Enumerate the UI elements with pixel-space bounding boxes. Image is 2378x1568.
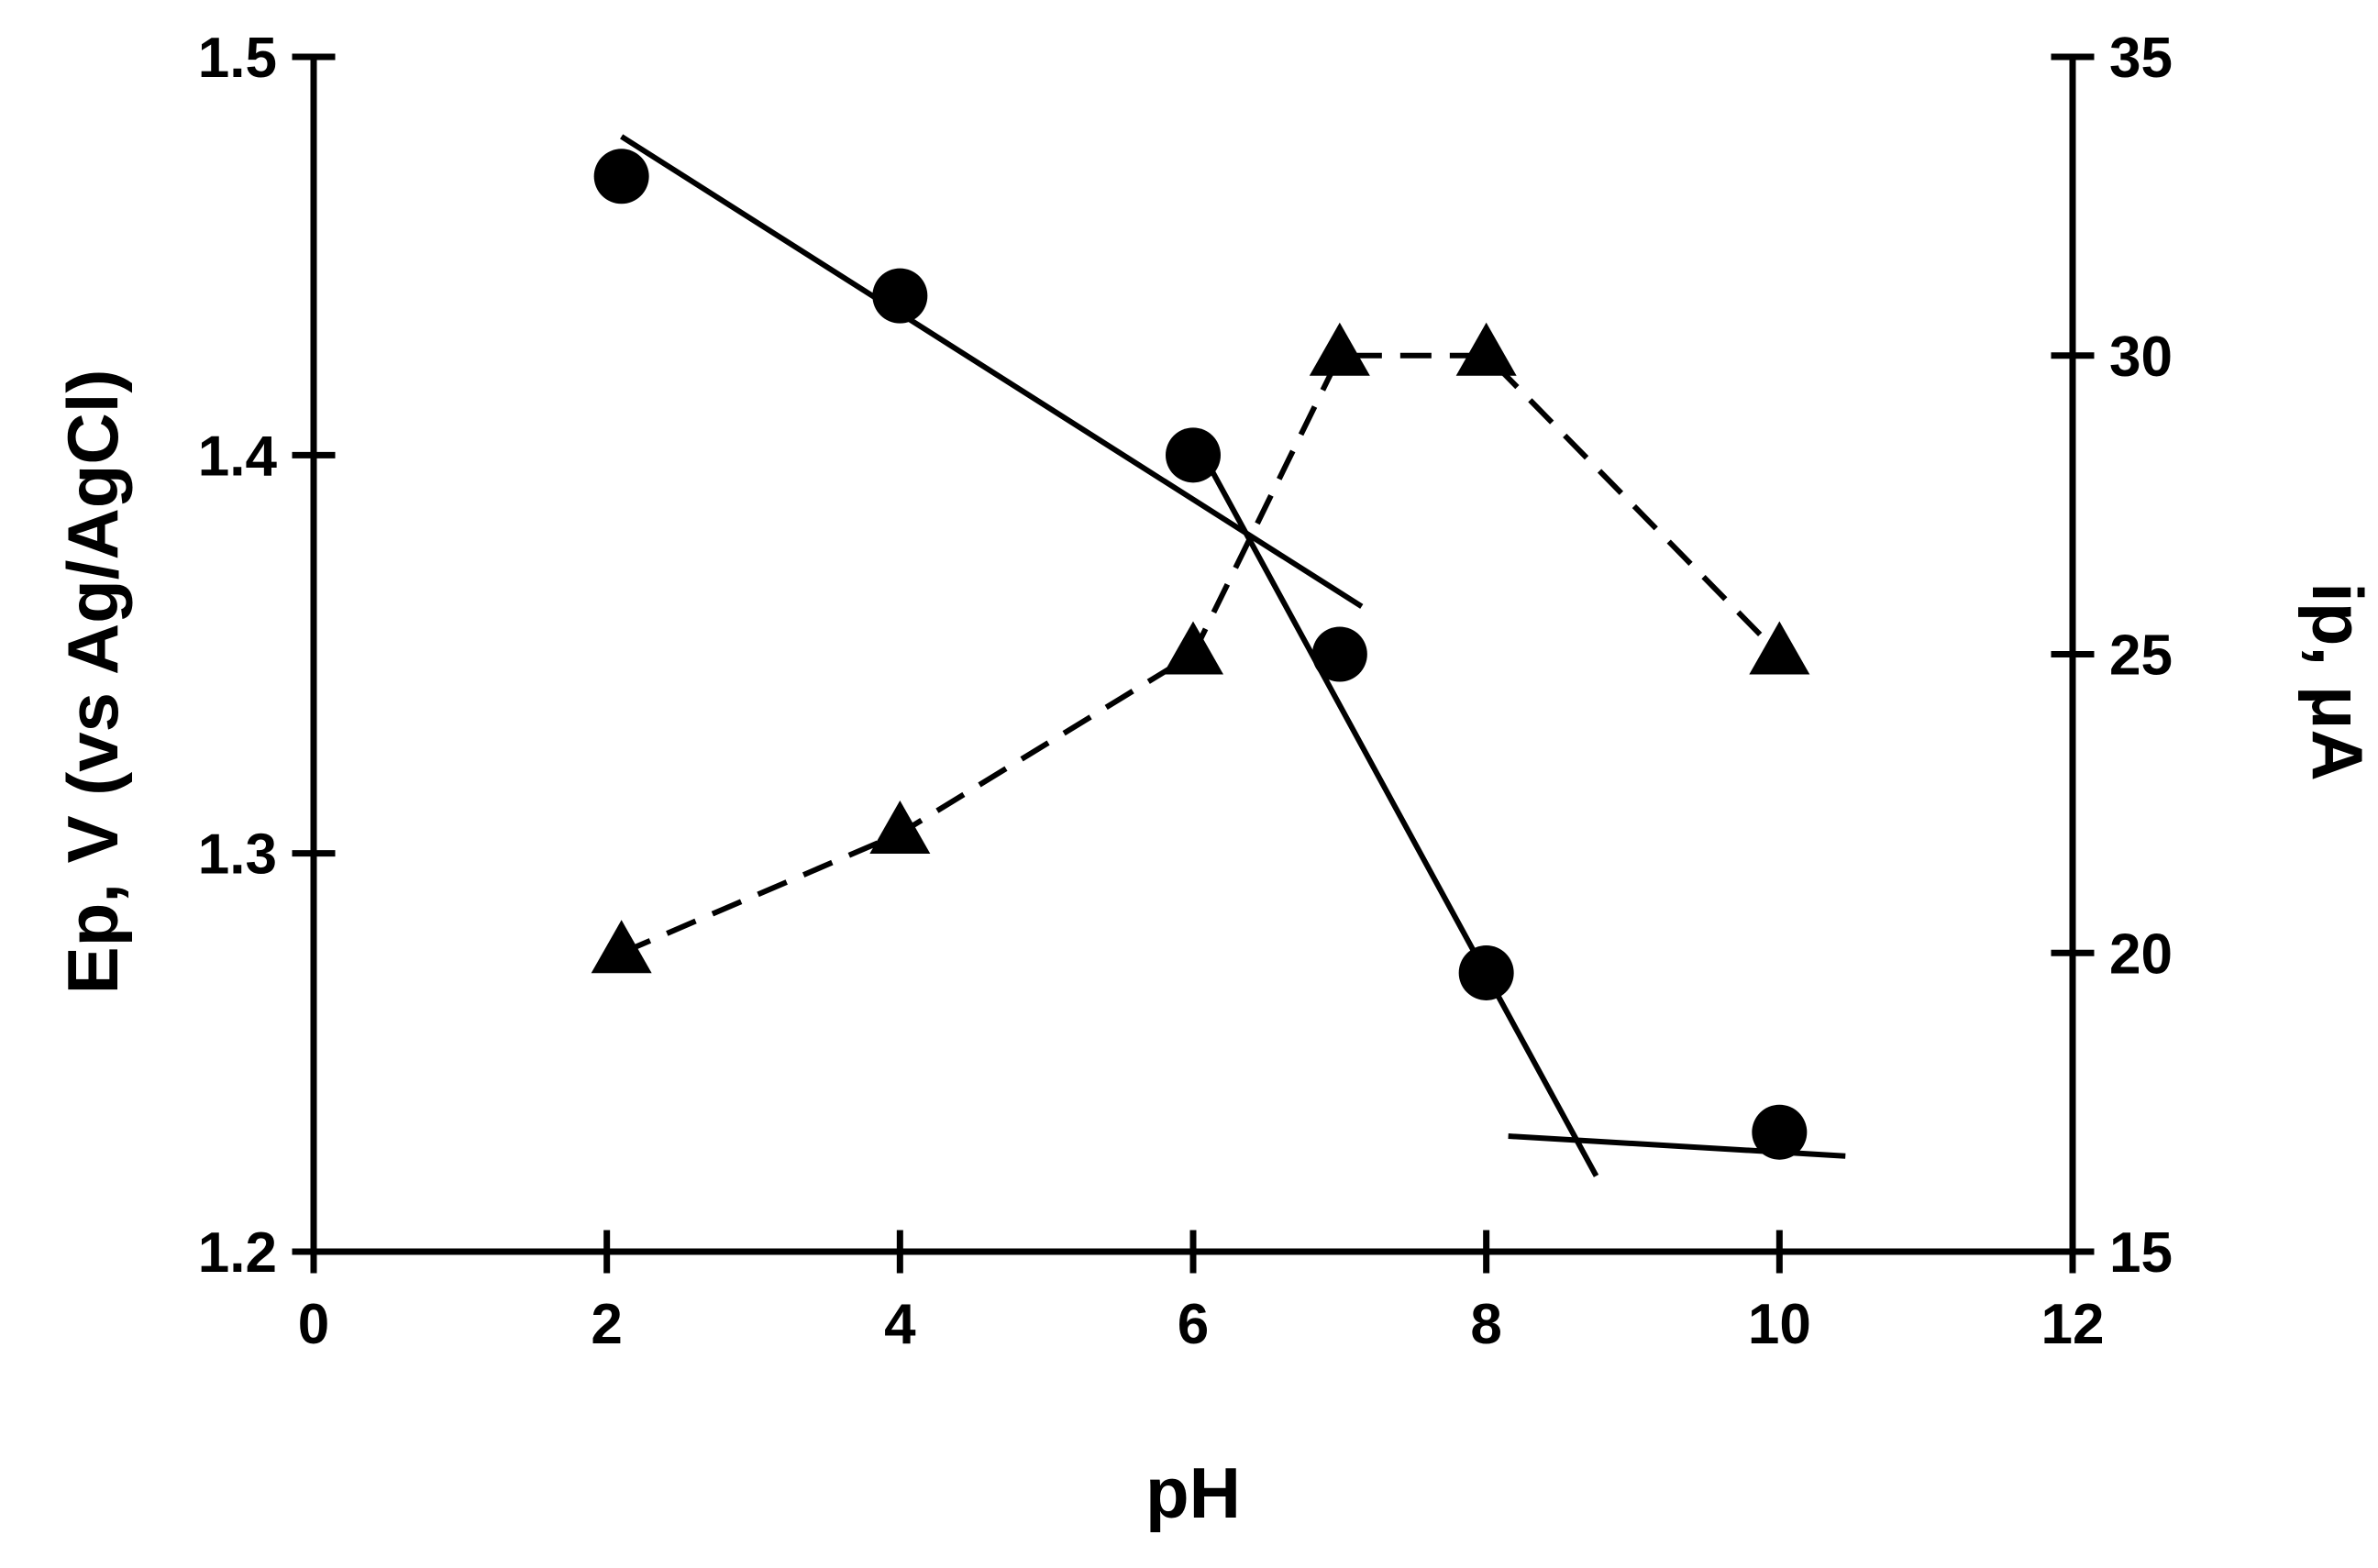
x-tick-label: 0 [298, 1293, 329, 1356]
y-left-tick-label: 1.5 [198, 27, 277, 90]
point-circle [872, 268, 928, 324]
point-circle [1752, 1104, 1808, 1160]
y-axis-right-title: ip, μA [2297, 582, 2378, 781]
y-right-tick-label: 15 [2109, 1221, 2173, 1285]
point-triangle [1163, 621, 1223, 675]
y-left-tick-label: 1.4 [198, 425, 278, 488]
series-triangle-line [620, 352, 1782, 956]
point-triangle [1455, 322, 1517, 376]
y-right-tick-label: 25 [2109, 624, 2173, 688]
point-triangle [1749, 621, 1810, 675]
point-circle [593, 149, 649, 204]
y-right-tick-label: 20 [2109, 922, 2173, 986]
point-triangle [591, 920, 652, 974]
point-triangle [1309, 322, 1370, 376]
y-axis-left-title: Ep, V (vs Ag/AgCl) [52, 370, 133, 995]
x-tick-label: 6 [1178, 1293, 1209, 1356]
series-lines [620, 352, 1782, 956]
point-triangle [869, 800, 931, 854]
y-left-tick-label: 1.3 [198, 823, 277, 887]
labels: 0 2 4 6 8 10 12 1.2 1.3 1.4 1.5 15 20 25 30 35 pH Ep, V (… [52, 27, 2378, 1533]
x-tick-label: 12 [2041, 1293, 2105, 1356]
point-circle [1311, 626, 1367, 682]
point-circle [1458, 944, 1514, 1000]
y-right-tick-label: 35 [2109, 27, 2173, 90]
y-right-tick-label: 30 [2109, 326, 2173, 389]
fit-line-1 [620, 134, 1364, 609]
x-axis-title: pH [1145, 1452, 1241, 1533]
x-tick-label: 4 [884, 1293, 916, 1356]
x-tick-label: 10 [1748, 1293, 1811, 1356]
axes [292, 53, 2095, 1274]
y-left-tick-label: 1.2 [198, 1221, 277, 1285]
markers [591, 149, 1810, 1160]
x-tick-label: 2 [591, 1293, 622, 1356]
fit-lines [620, 134, 1846, 1177]
x-tick-label: 8 [1470, 1293, 1501, 1356]
point-circle [1166, 427, 1221, 483]
fit-line-2 [1205, 461, 1599, 1177]
